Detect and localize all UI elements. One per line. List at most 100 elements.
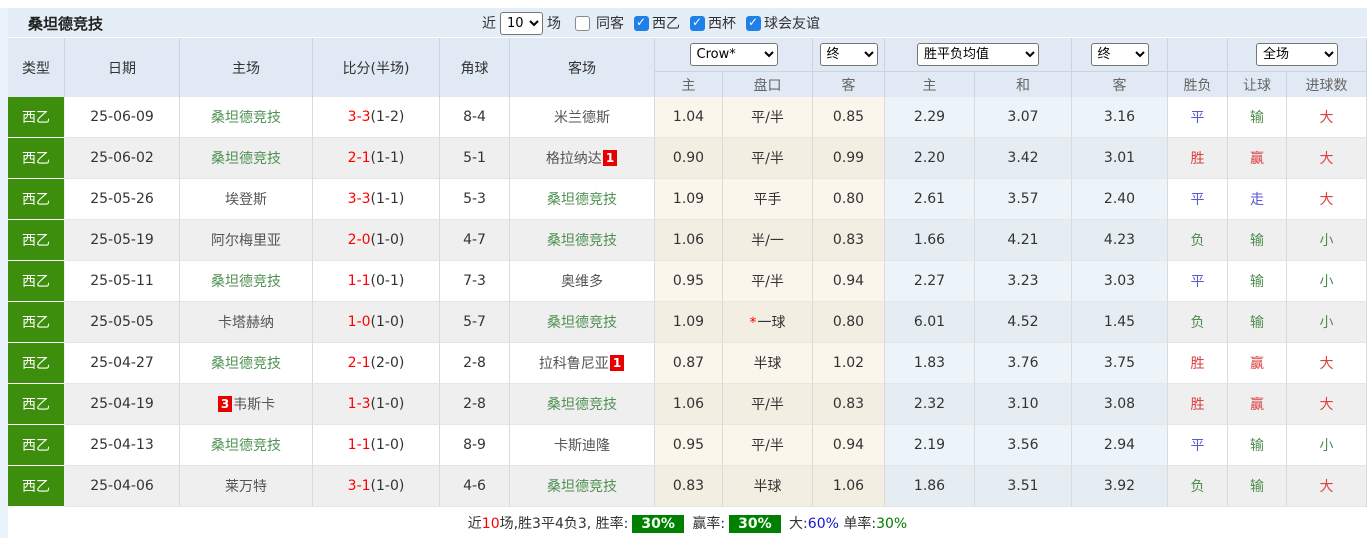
euro-draw-odds: 3.51	[975, 466, 1072, 507]
checkbox-unchecked-icon[interactable]	[575, 15, 590, 31]
corner-count: 4-7	[440, 220, 510, 261]
home-team-cell: 卡塔赫纳	[180, 302, 313, 343]
goals-result: 大	[1287, 97, 1367, 138]
asian-away-odds: 0.83	[813, 384, 885, 425]
euro-draw-odds: 3.10	[975, 384, 1072, 425]
corner-count: 8-4	[440, 97, 510, 138]
corner-count: 7-3	[440, 261, 510, 302]
league-tag: 西乙	[8, 302, 65, 343]
home-rank-badge: 3	[217, 396, 233, 412]
handicap-line: 半球	[723, 466, 813, 507]
away-team-cell: 卡斯迪隆	[510, 425, 655, 466]
score-cell: 1-1(1-0)	[313, 425, 440, 466]
odds-avg-select[interactable]: 胜平负均值	[917, 43, 1039, 66]
half-time-score: (1-0)	[370, 314, 405, 330]
scope-select[interactable]: 全场	[1256, 43, 1338, 66]
handicap-line: 半球	[723, 343, 813, 384]
away-team-cell: 奥维多	[510, 261, 655, 302]
score-cell: 3-3(1-1)	[313, 179, 440, 220]
half-time-score: (1-2)	[370, 109, 405, 125]
asian-away-odds: 0.83	[813, 220, 885, 261]
score-cell: 2-1(1-1)	[313, 138, 440, 179]
asian-away-odds: 1.02	[813, 343, 885, 384]
asian-away-odds: 0.94	[813, 425, 885, 466]
away-team-name: 拉科鲁尼亚	[538, 356, 609, 372]
away-team-cell: 米兰德斯	[510, 97, 655, 138]
asian-home-odds: 0.95	[655, 425, 723, 466]
outcome-result: 胜	[1168, 384, 1228, 425]
away-team-name: 桑坦德竞技	[547, 233, 617, 249]
handicap-line: 平手	[723, 179, 813, 220]
subcol-asian-away: 客	[813, 71, 885, 97]
subcol-handicap-result: 让球	[1228, 71, 1287, 97]
asian-home-odds: 1.09	[655, 302, 723, 343]
home-team-name: 桑坦德竞技	[211, 151, 281, 167]
footer-stat-text: 场,胜3平4负3, 胜率:	[499, 516, 629, 532]
euro-home-odds: 1.86	[885, 466, 975, 507]
half-time-score: (2-0)	[370, 355, 405, 371]
full-time-score: 1-1	[347, 273, 371, 289]
filter-label: 同客	[596, 16, 624, 32]
corner-count: 2-8	[440, 384, 510, 425]
euro-away-odds: 3.01	[1072, 138, 1168, 179]
euro-away-odds: 3.03	[1072, 261, 1168, 302]
star-icon: *	[749, 315, 757, 331]
checkbox-checked-icon[interactable]	[634, 15, 649, 31]
home-team-name: 韦斯卡	[233, 397, 276, 413]
outcome-result: 胜	[1168, 343, 1228, 384]
subcol-euro-draw: 和	[975, 71, 1072, 97]
handicap-line: *一球	[723, 302, 813, 343]
col-header-date: 日期	[65, 38, 180, 97]
footer-stat-text: 10	[481, 516, 500, 532]
league-tag: 西乙	[8, 466, 65, 507]
league-tag: 西乙	[8, 384, 65, 425]
asian-away-odds: 0.80	[813, 302, 885, 343]
half-time-score: (1-0)	[370, 232, 405, 248]
home-team-cell: 桑坦德竞技	[180, 261, 313, 302]
matches-count-select[interactable]: 10	[500, 11, 543, 35]
euro-home-odds: 2.20	[885, 138, 975, 179]
euro-away-odds: 3.16	[1072, 97, 1168, 138]
away-rank-badge: 1	[602, 150, 618, 166]
home-team-name: 桑坦德竞技	[211, 356, 281, 372]
table-row: 西乙 25-05-26 埃登斯 3-3(1-1) 5-3 桑坦德竞技 1.09 平手 0.80 2…	[8, 179, 1367, 220]
euro-draw-odds: 4.21	[975, 220, 1072, 261]
away-team-cell: 格拉纳达 1	[510, 138, 655, 179]
win-rate-badge: 30%	[632, 515, 684, 533]
table-row: 西乙 25-05-05 卡塔赫纳 1-0(1-0) 5-7 桑坦德竞技 1.09 *一球 0.8…	[8, 302, 1367, 343]
home-team-cell: 桑坦德竞技	[180, 97, 313, 138]
checkbox-checked-icon[interactable]	[746, 15, 761, 31]
col-header-away: 客场	[510, 38, 655, 97]
table-row: 西乙 25-05-19 阿尔梅里亚 2-0(1-0) 4-7 桑坦德竞技 1.06 半/一 0.…	[8, 220, 1367, 261]
away-team-name: 格拉纳达	[545, 151, 602, 167]
euro-draw-odds: 3.57	[975, 179, 1072, 220]
win-rate-badge: 30%	[729, 515, 781, 533]
table-row: 西乙 25-04-27 桑坦德竞技 2-1(2-0) 2-8 拉科鲁尼亚 1 0.87 半球 1.…	[8, 343, 1367, 384]
half-time-score: (1-1)	[370, 150, 405, 166]
outcome-result: 负	[1168, 466, 1228, 507]
subcol-asian-home: 主	[655, 71, 723, 97]
full-time-score: 3-1	[347, 478, 371, 494]
bookmaker-select[interactable]: Crow*	[689, 43, 778, 66]
score-cell: 2-1(2-0)	[313, 343, 440, 384]
league-tag: 西乙	[8, 425, 65, 466]
title-bar: 桑坦德竞技 近 10 场 同客 西乙 西杯 球会友谊	[8, 8, 1367, 38]
match-table: 类型 日期 主场 比分(半场) 角球 客场 Crow* 终 胜平负均值 终	[8, 38, 1367, 507]
away-team-name: 米兰德斯	[554, 110, 610, 126]
corner-count: 5-7	[440, 302, 510, 343]
euro-away-odds: 4.23	[1072, 220, 1168, 261]
home-team-cell: 阿尔梅里亚	[180, 220, 313, 261]
match-date: 25-05-05	[65, 302, 180, 343]
filter-checkboxes: 同客 西乙 西杯 球会友谊	[565, 13, 820, 33]
match-history-panel: 桑坦德竞技 近 10 场 同客西乙西杯球会友谊 类型 日期 主场 比分(半场) …	[8, 8, 1367, 538]
outcome-result: 平	[1168, 261, 1228, 302]
handicap-result: 赢	[1228, 343, 1287, 384]
home-team-cell: 桑坦德竞技	[180, 343, 313, 384]
checkbox-checked-icon[interactable]	[690, 15, 705, 31]
match-table-body: 西乙 25-06-09 桑坦德竞技 3-3(1-2) 8-4 米兰德斯 1.04 平/半 0.8…	[8, 97, 1367, 507]
euro-away-odds: 3.08	[1072, 384, 1168, 425]
corner-count: 5-3	[440, 179, 510, 220]
home-team-name: 莱万特	[225, 479, 267, 495]
asian-time-select[interactable]: 终	[819, 43, 878, 66]
euro-time-select[interactable]: 终	[1090, 43, 1149, 66]
